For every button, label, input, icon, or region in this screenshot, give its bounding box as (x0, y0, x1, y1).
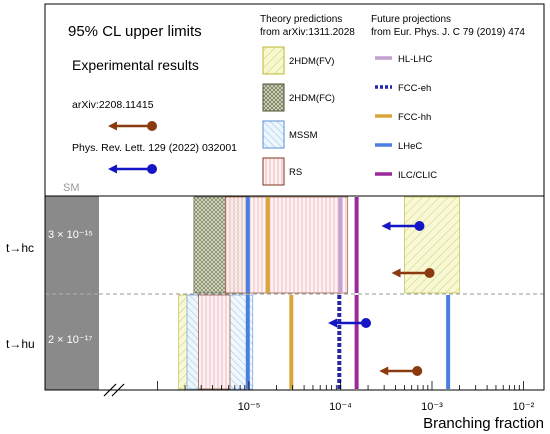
legend-label-2hdm-fv: 2HDM(FV) (289, 56, 334, 67)
exp-dot-hu-2 (412, 366, 423, 376)
x-tick-label: 10⁻⁵ (238, 401, 261, 413)
future-heading-2: from Eur. Phys. J. C 79 (2019) 474 (371, 27, 525, 38)
band-rs-hc (224, 196, 349, 294)
future-heading-1: Future projections (371, 14, 451, 25)
channel-label-hu: t→hu (6, 337, 35, 351)
experimental-heading: Experimental results (72, 57, 199, 73)
x-tick-label: 10⁻⁴ (329, 401, 352, 413)
future-lines (245, 197, 451, 389)
sm-value-hc: 3 × 10⁻¹⁵ (48, 229, 93, 241)
legend-exp-dot-1 (147, 121, 157, 131)
band-rs-hu (198, 294, 231, 390)
sm-value-hu: 2 × 10⁻¹⁷ (48, 334, 92, 346)
legend-exp-arrowhead-2 (108, 164, 117, 174)
exp-arrowhead-hu-1 (328, 318, 338, 328)
x-axis-ticks: 10⁻⁵ 10⁻⁴ 10⁻³ 10⁻² (157, 381, 535, 413)
legend-label-2hdm-fc: 2HDM(FC) (289, 93, 335, 104)
exp-arrowhead-hu-2 (379, 366, 389, 376)
legend-label-fcc-eh: FCC-eh (398, 83, 431, 94)
channel-label-hc: t→hc (6, 241, 34, 255)
legend-label-ilc-clic: ILC/CLIC (398, 170, 437, 181)
legend-title: 95% CL upper limits (68, 23, 202, 40)
legend-swatch-2hdm-fv (262, 46, 285, 75)
legend-experimental-markers (108, 121, 157, 174)
legend-swatch-mssm (262, 120, 285, 149)
legend-box (44, 3, 545, 197)
experimental-limits (328, 221, 435, 376)
sm-label: SM (63, 182, 80, 194)
x-tick-label: 10⁻³ (421, 401, 443, 413)
legend-label-rs: RS (289, 167, 302, 178)
exp-dot-hu-1 (361, 318, 372, 328)
plot-frame (44, 195, 545, 391)
experimental-ref-1: arXiv:2208.11415 (72, 99, 154, 111)
legend-theory-models: 2HDM(FV) 2HDM(FC) MSSM RS (262, 46, 335, 186)
legend-swatch-rs (262, 157, 285, 186)
theory-heading-2: from arXiv:1311.2028 (260, 27, 355, 38)
legend-swatch-2hdm-fc (262, 83, 285, 112)
legend-label-mssm: MSSM (289, 130, 318, 141)
legend-label-lhec: LHeC (398, 141, 422, 152)
experimental-ref-2: Phys. Rev. Lett. 129 (2022) 032001 (72, 142, 237, 154)
axis-break-mark (103, 383, 125, 397)
exp-dot-hc-1 (414, 221, 425, 231)
exp-dot-hc-2 (424, 268, 435, 278)
theory-bands (178, 196, 460, 390)
legend-label-hl-lhc: HL-LHC (398, 54, 432, 65)
exp-arrowhead-hc-1 (381, 221, 391, 231)
legend-future-projections: HL-LHC FCC-eh FCC-hh LHeC ILC/CLIC (375, 54, 437, 181)
x-axis-label: Branching fraction (423, 415, 544, 432)
exp-arrowhead-hc-2 (391, 268, 401, 278)
legend-exp-arrowhead-1 (108, 121, 117, 131)
legend-label-fcc-hh: FCC-hh (398, 112, 431, 123)
x-tick-label: 10⁻² (513, 401, 535, 413)
legend-exp-dot-2 (147, 164, 157, 174)
theory-heading-1: Theory predictions (260, 14, 342, 25)
sm-region (45, 196, 99, 390)
band-2hdm-fv-hc (404, 196, 460, 294)
